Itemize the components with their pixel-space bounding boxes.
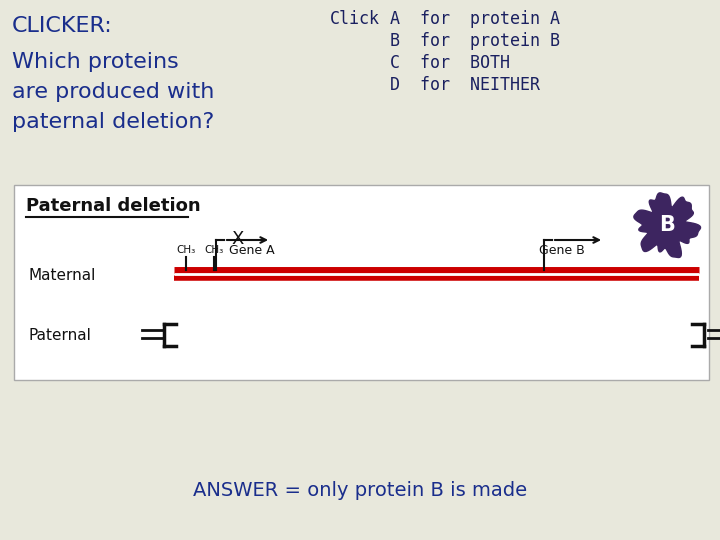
Text: D  for  NEITHER: D for NEITHER (390, 76, 540, 94)
Text: Which proteins: Which proteins (12, 52, 179, 72)
Text: X: X (232, 230, 244, 248)
Text: paternal deletion?: paternal deletion? (12, 112, 215, 132)
Text: CLICKER:: CLICKER: (12, 16, 113, 36)
Text: Paternal: Paternal (28, 327, 91, 342)
Text: Gene A: Gene A (229, 244, 275, 257)
Text: CH₃: CH₃ (204, 245, 224, 255)
Bar (14, 185, 709, 380)
Text: C  for  BOTH: C for BOTH (390, 54, 510, 72)
Text: Paternal deletion: Paternal deletion (26, 197, 201, 215)
Text: CH₃: CH₃ (176, 245, 196, 255)
Text: Maternal: Maternal (28, 267, 95, 282)
Text: Gene B: Gene B (539, 244, 585, 257)
Text: B  for  protein B: B for protein B (390, 32, 560, 50)
Text: Click: Click (330, 10, 380, 28)
Text: A  for  protein A: A for protein A (390, 10, 560, 28)
Text: B: B (659, 215, 675, 235)
Text: ANSWER = only protein B is made: ANSWER = only protein B is made (193, 481, 527, 500)
Polygon shape (634, 193, 701, 258)
Text: are produced with: are produced with (12, 82, 215, 102)
